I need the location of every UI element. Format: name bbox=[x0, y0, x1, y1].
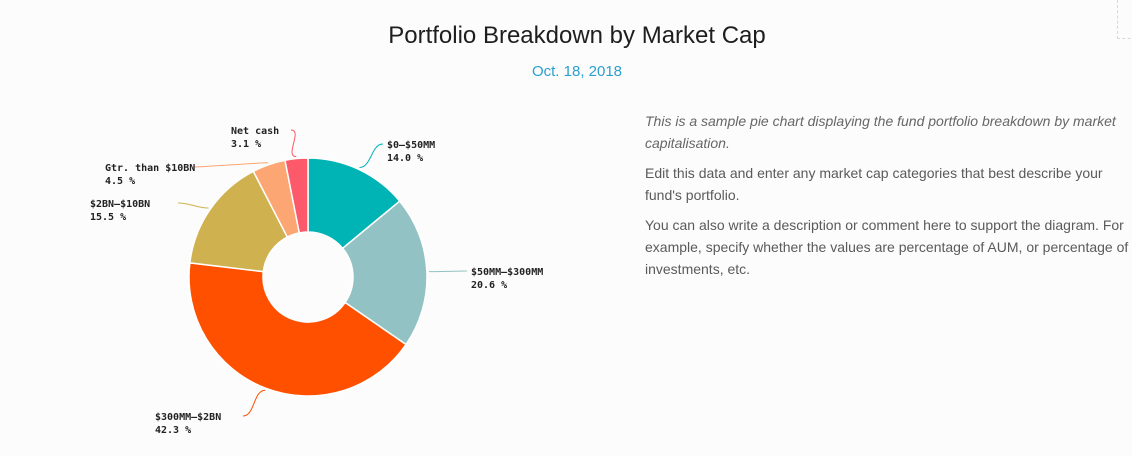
label-connector-0 bbox=[359, 143, 384, 169]
description-paragraph-2: Edit this data and enter any market cap … bbox=[645, 165, 1103, 203]
slice-label-3: $2BN–$10BN bbox=[90, 199, 150, 210]
slice-label-5: Net cash bbox=[231, 126, 279, 137]
label-connector-5 bbox=[290, 129, 297, 158]
chart-date: Oct. 18, 2018 bbox=[531, 63, 623, 80]
description-paragraph-1: This is a sample pie chart displaying th… bbox=[645, 113, 1116, 151]
slice-value-label-2: 42.3 % bbox=[155, 425, 191, 436]
slice-value-label-0: 14.0 % bbox=[387, 153, 423, 164]
slice-value-label-1: 20.6 % bbox=[471, 280, 507, 291]
description-paragraph-3: You can also write a description or comm… bbox=[645, 217, 1129, 277]
slice-label-4: Gtr. than $10BN bbox=[105, 163, 195, 174]
pie-slice-5[interactable] bbox=[284, 157, 309, 234]
label-connector-2 bbox=[242, 389, 266, 417]
slice-label-1: $50MM–$300MM bbox=[471, 267, 543, 278]
slice-label-0: $0–$50MM bbox=[387, 140, 435, 151]
slice-label-2: $300MM–$2BN bbox=[155, 412, 221, 423]
label-connector-1 bbox=[428, 270, 468, 273]
description-panel: This is a sample pie chart displaying th… bbox=[645, 110, 1130, 288]
slice-value-label-3: 15.5 % bbox=[90, 212, 126, 223]
pie-slice-1[interactable] bbox=[341, 200, 428, 346]
slice-value-label-4: 4.5 % bbox=[105, 176, 135, 187]
donut-chart-svg: $0–$50MM 14.0 % $50MM–$300MM 20.6 % $300MM–$… bbox=[90, 126, 543, 436]
corner-decoration bbox=[1117, 0, 1132, 39]
label-connector-4 bbox=[192, 162, 269, 168]
slice-value-label-5: 3.1 % bbox=[231, 139, 261, 150]
pie-slice-3[interactable] bbox=[189, 170, 289, 273]
chart-title: Portfolio Breakdown by Market Cap bbox=[388, 22, 766, 49]
pie-slice-2[interactable] bbox=[188, 261, 408, 397]
label-connector-3 bbox=[177, 202, 209, 209]
donut-chart: $0–$50MM 14.0 % $50MM–$300MM 20.6 % $300MM–$… bbox=[90, 126, 543, 436]
